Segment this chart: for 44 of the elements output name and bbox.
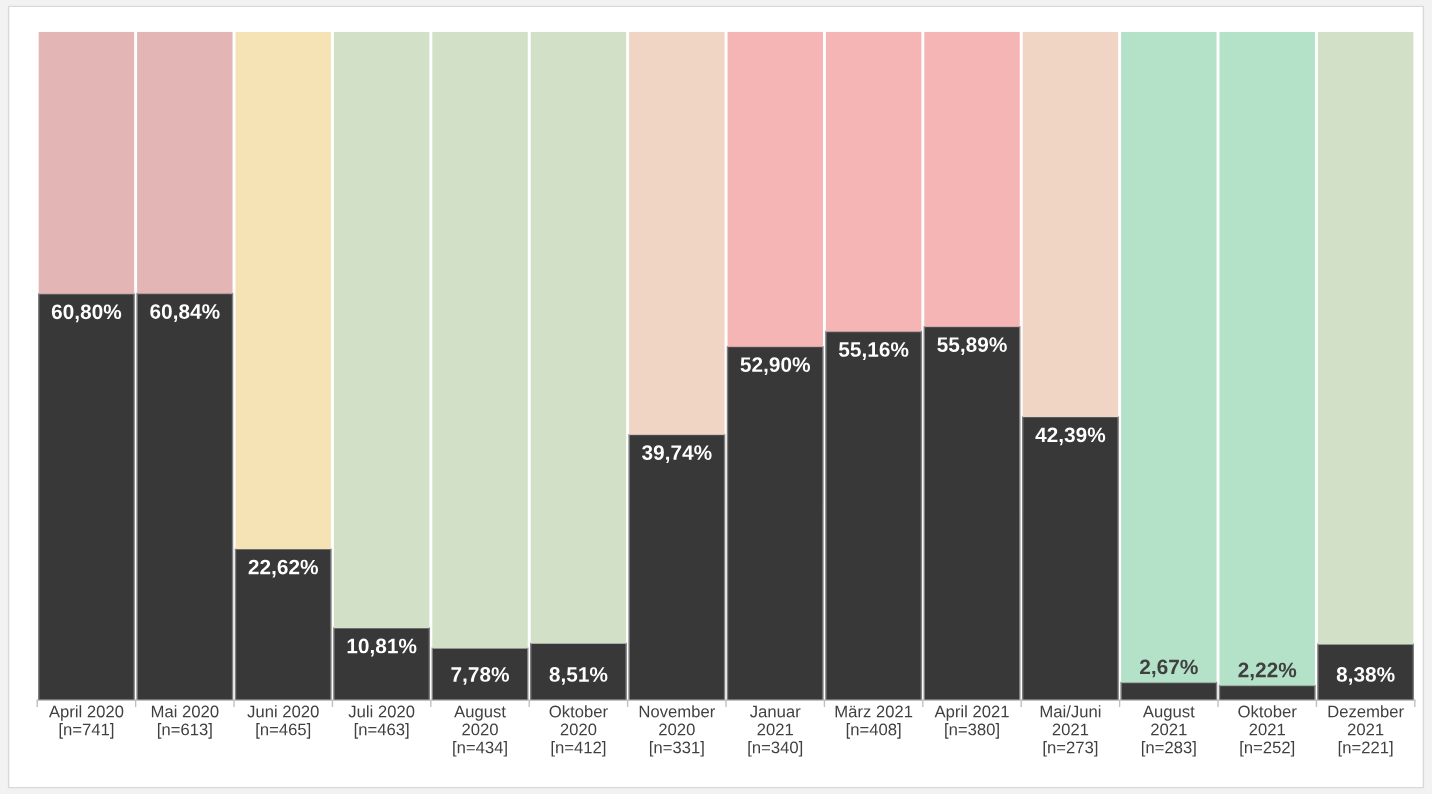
x-tick-label: April 2021 [n=380] (934, 705, 1009, 739)
x-tick-label: Oktober 2020 [n=412] (549, 705, 608, 757)
data-label: 39,74% (641, 445, 712, 463)
bar (825, 31, 922, 332)
data-label: 2,67% (1140, 659, 1198, 678)
data-label: 60,84% (150, 304, 220, 322)
bar (727, 31, 823, 347)
data-label: 52,90% (740, 357, 811, 375)
bar (333, 31, 430, 629)
x-tick-label: April 2020 [n=741] (48, 705, 124, 739)
x-tick-label: Juni 2020 [n=465] (247, 705, 319, 739)
bar (235, 31, 331, 550)
data-label: 55,16% (838, 342, 909, 360)
bar (431, 647, 529, 701)
x-tick-label: Januar 2021 [n=340] (748, 705, 803, 757)
x-tick-label: August 2020 [n=434] (453, 705, 507, 757)
x-tick-label: Mai/Juni 2021 [n=273] (1040, 705, 1101, 757)
data-label: 22,62% (248, 559, 319, 578)
bar (1219, 31, 1315, 686)
data-label: 10,81% (347, 638, 417, 657)
bar (1317, 31, 1414, 645)
bar (923, 325, 1021, 701)
bar (137, 31, 233, 294)
bar (38, 31, 135, 294)
bar (1022, 31, 1119, 417)
data-label: 42,39% (1035, 427, 1106, 446)
data-label: 55,89% (937, 337, 1007, 356)
data-label: 8,51% (549, 667, 608, 685)
x-tick-label: Oktober 2021 [n=252] (1238, 705, 1297, 757)
x-tick-label: Dezember 2021 [n=221] (1328, 705, 1404, 757)
bar (924, 31, 1020, 327)
bar (530, 31, 627, 644)
x-tick-label: November 2020 [n=331] (639, 705, 715, 757)
x-tick-label: August 2021 [n=283] (1141, 705, 1196, 757)
data-label: 7,78% (451, 667, 510, 685)
data-label: 2,22% (1238, 662, 1297, 681)
x-tick-label: März 2021 [n=408] (835, 705, 913, 739)
bar (1121, 31, 1217, 683)
x-tick-label: Juli 2020 [n=463] (348, 705, 415, 739)
data-label: 8,38% (1336, 667, 1395, 685)
bar (629, 31, 725, 435)
x-tick-label: Mai 2020 [n=613] (151, 705, 219, 739)
data-label: 60,80% (51, 304, 122, 323)
bar (432, 31, 528, 649)
